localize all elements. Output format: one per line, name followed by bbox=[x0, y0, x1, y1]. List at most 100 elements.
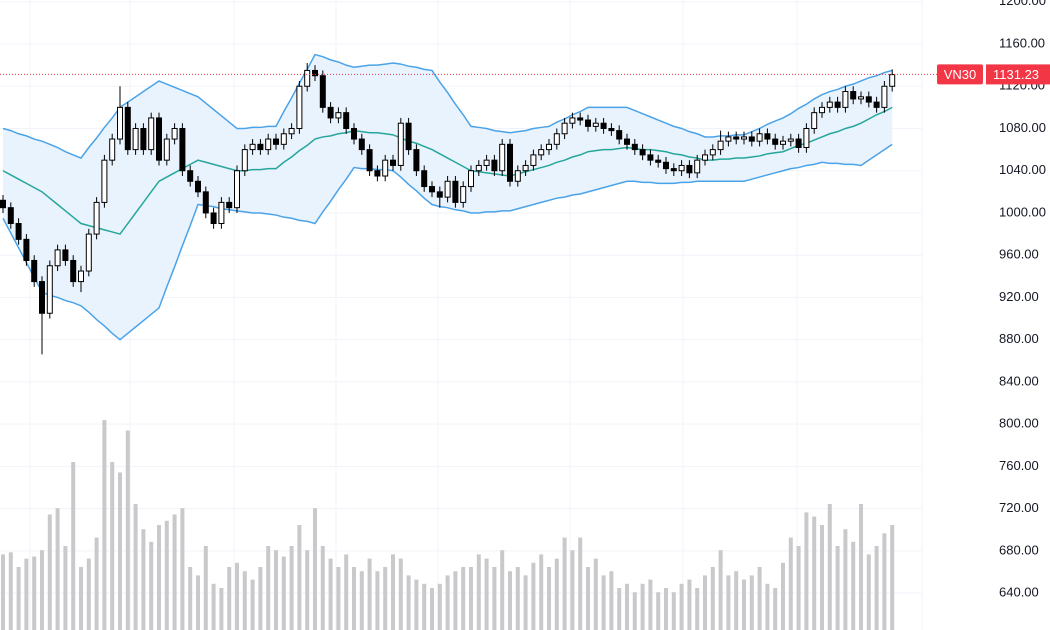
candle-body bbox=[491, 159, 498, 172]
y-tick-label: 880.00 bbox=[999, 331, 1039, 346]
candle-body bbox=[70, 259, 77, 283]
volume-bar bbox=[55, 508, 60, 630]
volume-bar bbox=[500, 550, 505, 630]
candle-body bbox=[561, 122, 568, 135]
volume-bar bbox=[625, 583, 629, 630]
volume-bar bbox=[765, 583, 770, 630]
volume-bar bbox=[703, 575, 707, 630]
volume-bar bbox=[367, 558, 372, 630]
volume-bar bbox=[375, 571, 380, 630]
volume-bar bbox=[827, 504, 832, 630]
candle-body bbox=[717, 140, 724, 151]
y-tick-label: 1200.00 bbox=[999, 0, 1046, 8]
volume-bar bbox=[235, 562, 239, 630]
candle-body bbox=[530, 154, 537, 166]
candle-body bbox=[444, 180, 451, 198]
candle-body bbox=[148, 117, 155, 151]
volume-bar bbox=[531, 562, 536, 630]
candle-body bbox=[553, 133, 560, 145]
price-tag-bg bbox=[986, 64, 1050, 85]
candle-body bbox=[522, 164, 529, 172]
volume-bar bbox=[757, 567, 762, 630]
candle-body bbox=[202, 191, 209, 214]
candle-body bbox=[538, 149, 545, 156]
candle-body bbox=[62, 249, 69, 261]
volume-bar bbox=[554, 558, 559, 630]
candle-body bbox=[140, 127, 147, 151]
volume-bar bbox=[453, 571, 458, 630]
candle-body bbox=[795, 138, 802, 148]
volume-bar bbox=[742, 579, 746, 630]
candle-body bbox=[655, 159, 662, 163]
candle-body bbox=[390, 159, 396, 166]
volume-bar bbox=[617, 588, 622, 630]
volume-bar bbox=[508, 571, 512, 630]
candle-body bbox=[304, 69, 311, 87]
volume-bar bbox=[320, 546, 325, 630]
candle-body bbox=[725, 136, 732, 142]
volume-bar bbox=[274, 550, 278, 630]
volume-bar bbox=[71, 462, 76, 630]
volume-bar bbox=[102, 420, 107, 630]
candle-body bbox=[124, 106, 131, 151]
volume-bar bbox=[352, 567, 356, 630]
volume-bar bbox=[297, 525, 302, 630]
candle-body bbox=[413, 149, 420, 172]
volume-bar bbox=[593, 558, 598, 630]
candle-body bbox=[78, 270, 84, 283]
volume-bar bbox=[141, 529, 146, 630]
volume-bar bbox=[289, 546, 294, 630]
volume-bar bbox=[718, 550, 723, 630]
volume-bar bbox=[835, 546, 840, 630]
volume-bar bbox=[258, 567, 263, 630]
volume-bar bbox=[843, 529, 848, 630]
y-tick-label: 640.00 bbox=[999, 584, 1039, 599]
candle-body bbox=[436, 191, 443, 198]
candle-body bbox=[54, 249, 61, 267]
candle-body bbox=[366, 149, 373, 172]
candle-body bbox=[764, 133, 771, 140]
candle-body bbox=[819, 106, 825, 114]
volume-bar bbox=[8, 552, 13, 630]
candle-body bbox=[195, 180, 201, 193]
volume-bar bbox=[859, 504, 863, 630]
volume-bar bbox=[24, 558, 29, 630]
candle-body bbox=[226, 201, 233, 209]
volume-bar bbox=[586, 567, 590, 630]
volume-bar bbox=[874, 546, 879, 630]
symbol-tag: VN30 bbox=[944, 67, 977, 82]
volume-bar bbox=[281, 556, 286, 630]
volume-bar bbox=[344, 554, 349, 630]
volume-bar bbox=[219, 588, 224, 630]
candle-body bbox=[0, 199, 6, 209]
volume-bar bbox=[406, 575, 411, 630]
candle-body bbox=[374, 170, 381, 177]
candle-body bbox=[288, 127, 295, 135]
y-tick-label: 1080.00 bbox=[999, 120, 1046, 135]
volume-bar bbox=[125, 430, 130, 630]
volume-bar bbox=[632, 592, 637, 630]
candle-body bbox=[312, 69, 318, 77]
candle-body bbox=[187, 170, 194, 182]
volume-bar bbox=[890, 525, 895, 630]
candle-body bbox=[452, 180, 459, 203]
volume-bar bbox=[882, 533, 887, 630]
candle-body bbox=[741, 136, 747, 140]
candle-body bbox=[327, 106, 334, 119]
candle-body bbox=[834, 101, 841, 108]
volume-bar bbox=[484, 558, 489, 630]
candle-body bbox=[686, 164, 693, 174]
candle-body bbox=[499, 143, 506, 172]
candle-body bbox=[889, 74, 896, 87]
candle-body bbox=[343, 112, 350, 129]
candle-body bbox=[156, 117, 162, 161]
candle-body bbox=[842, 91, 849, 108]
candle-body bbox=[101, 159, 108, 203]
volume-bar bbox=[726, 575, 731, 630]
y-tick-label: 920.00 bbox=[999, 289, 1039, 304]
candles bbox=[0, 63, 896, 355]
candle-body bbox=[780, 140, 786, 145]
candle-body bbox=[109, 138, 116, 161]
candle-body bbox=[881, 85, 888, 108]
